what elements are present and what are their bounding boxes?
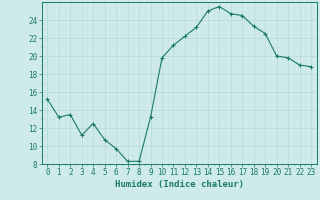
X-axis label: Humidex (Indice chaleur): Humidex (Indice chaleur) bbox=[115, 180, 244, 189]
